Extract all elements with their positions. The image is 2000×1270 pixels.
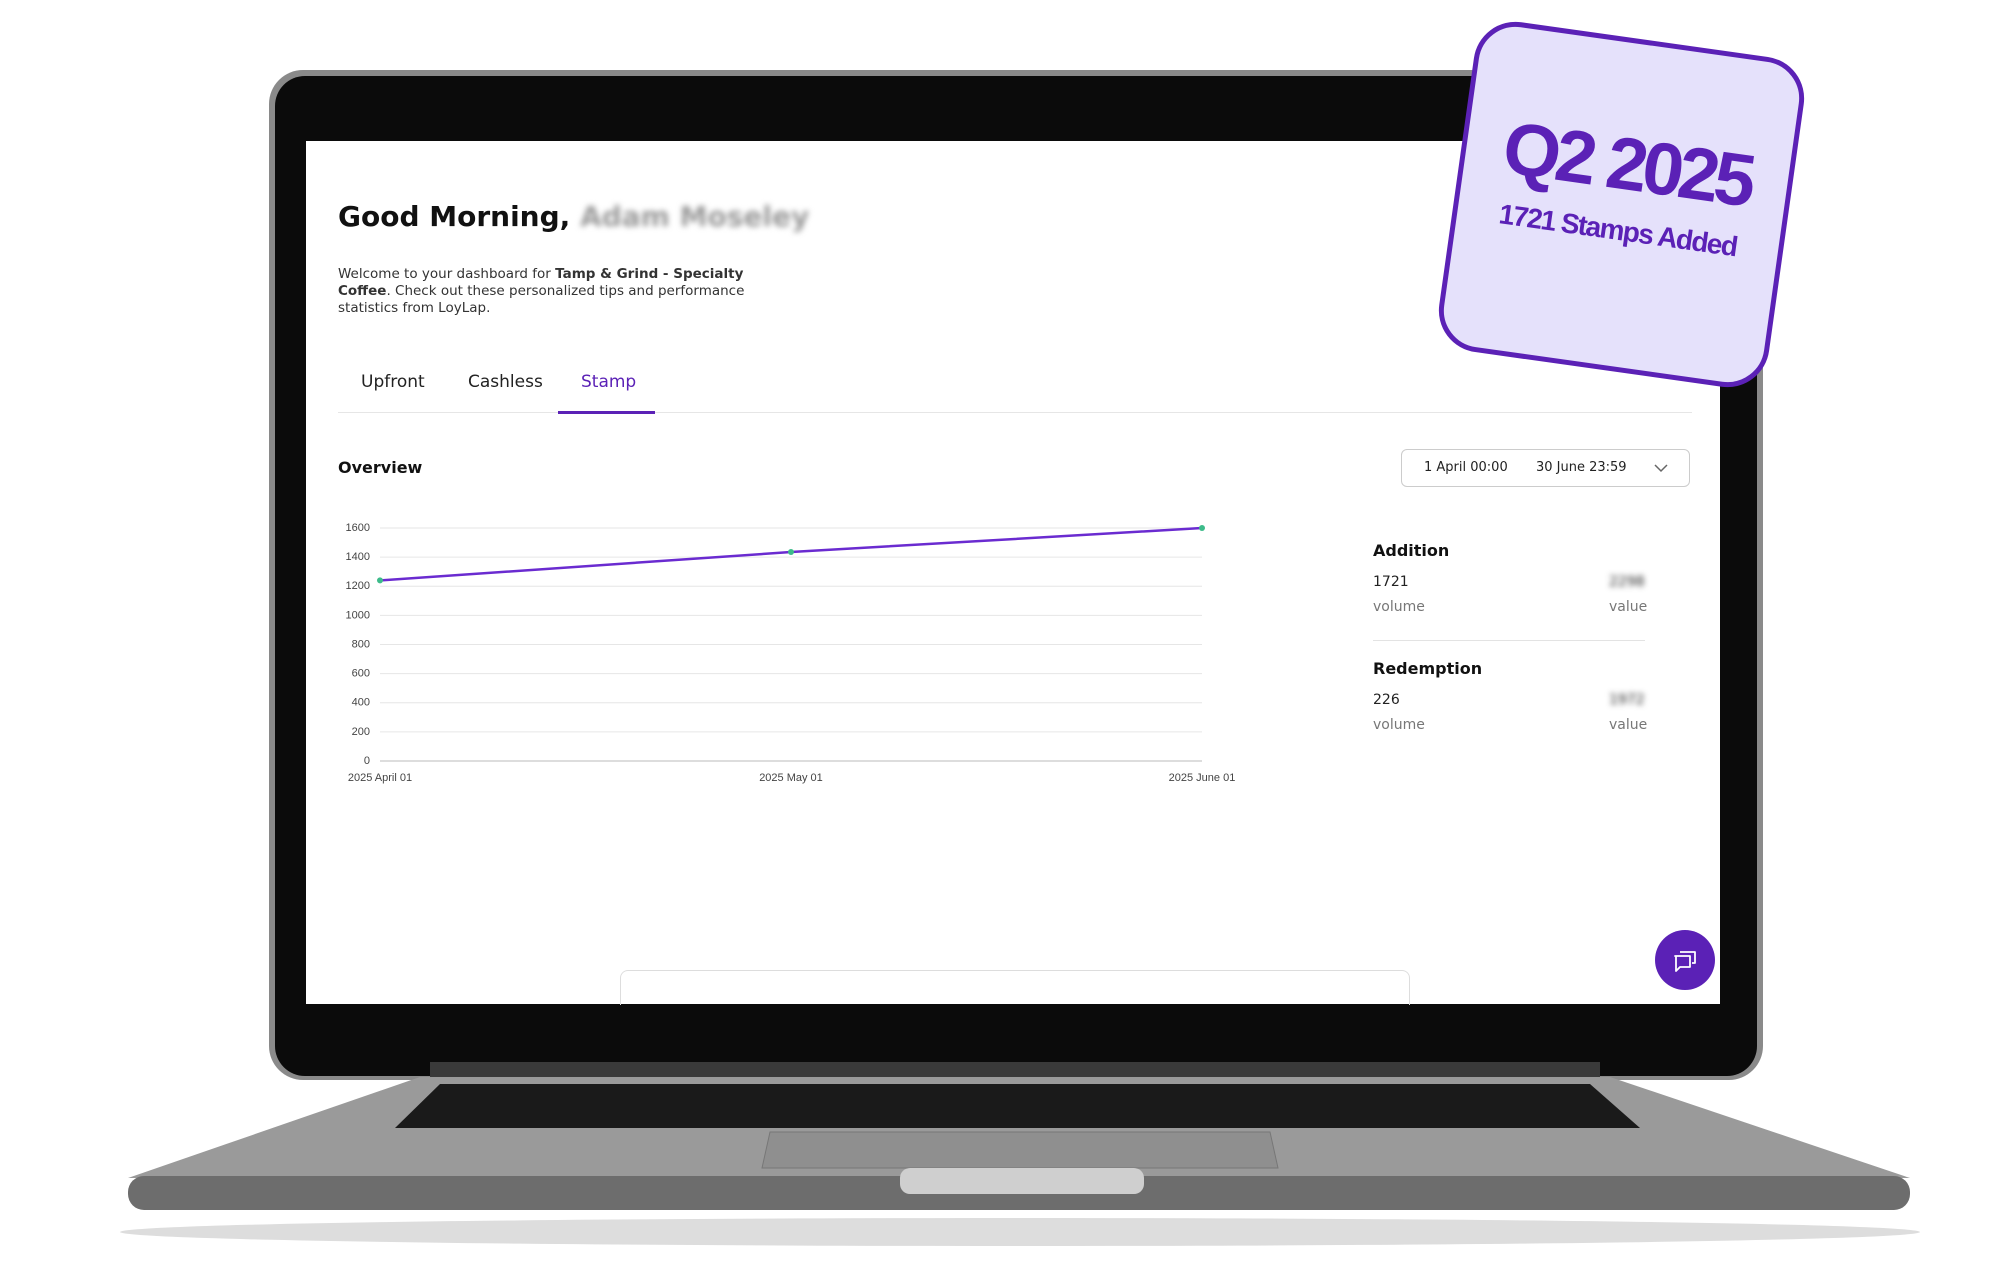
trackpad	[761, 1131, 1279, 1169]
point	[1199, 525, 1205, 531]
stat-volume: 226	[1373, 692, 1400, 708]
y-tick-label: 1400	[346, 551, 370, 563]
notch	[900, 1168, 1144, 1194]
x-tick-label: 2025 May 01	[759, 772, 823, 784]
stat-value: 1972	[1609, 692, 1645, 708]
stat-label: value	[1609, 717, 1648, 733]
welcome-text: Welcome to your dashboard for	[338, 266, 551, 282]
y-tick-label: 200	[352, 726, 370, 738]
y-tick-label: 600	[352, 668, 370, 680]
tab-divider	[338, 412, 1692, 413]
stat-label: volume	[1373, 717, 1425, 733]
y-tick-label: 800	[352, 638, 370, 650]
y-tick-label: 1000	[346, 609, 370, 621]
stat-value: 2298	[1609, 574, 1645, 590]
date-picker[interactable]: 1 April 00:00 30 June 23:59	[1401, 449, 1690, 487]
greeting: Good Morning, Adam Moseley	[338, 200, 809, 233]
point	[788, 549, 794, 556]
stat-label: value	[1609, 599, 1648, 615]
stat-label: volume	[1373, 599, 1425, 615]
chat-icon	[1674, 951, 1696, 972]
tab[interactable]: Cashless	[468, 372, 543, 392]
date-to: 30 June 23:59	[1536, 460, 1627, 475]
y-tick-label: 400	[352, 697, 370, 709]
y-tick-label: 0	[364, 755, 370, 767]
card	[620, 970, 1410, 1005]
stat-title: Redemption	[1373, 659, 1483, 678]
overview-title: Overview	[338, 458, 423, 477]
stat-divider	[1373, 640, 1645, 641]
point	[377, 577, 383, 584]
user-name: Adam Moseley	[580, 200, 810, 233]
keyboard	[395, 1084, 1640, 1128]
stat-title: Addition	[1373, 541, 1450, 560]
x-tick-label: 2025 June 01	[1169, 772, 1236, 784]
date-from: 1 April 00:00	[1424, 460, 1508, 475]
business-name: Tamp & Grind - Specialty Coffee	[338, 266, 744, 299]
chevron	[1654, 464, 1668, 473]
welcome-text: . Check out these personalized tips and …	[338, 283, 745, 316]
y-tick-label: 1600	[346, 522, 370, 534]
badge: Q2 2025 1721 Stamps Added	[1433, 16, 1810, 393]
stat-volume: 1721	[1373, 574, 1409, 590]
x-tick-label: 2025 April 01	[348, 772, 412, 784]
greeting-text: Good Morning,	[338, 200, 571, 233]
tab[interactable]: Upfront	[361, 372, 425, 392]
shadow	[120, 1218, 1920, 1246]
chat-button[interactable]	[1655, 930, 1715, 990]
tab-underline	[558, 411, 655, 414]
welcome: Welcome to your dashboard for Tamp & Gri…	[338, 266, 788, 317]
tab-active[interactable]: Stamp	[581, 372, 637, 392]
y-tick-label: 1200	[346, 580, 370, 592]
